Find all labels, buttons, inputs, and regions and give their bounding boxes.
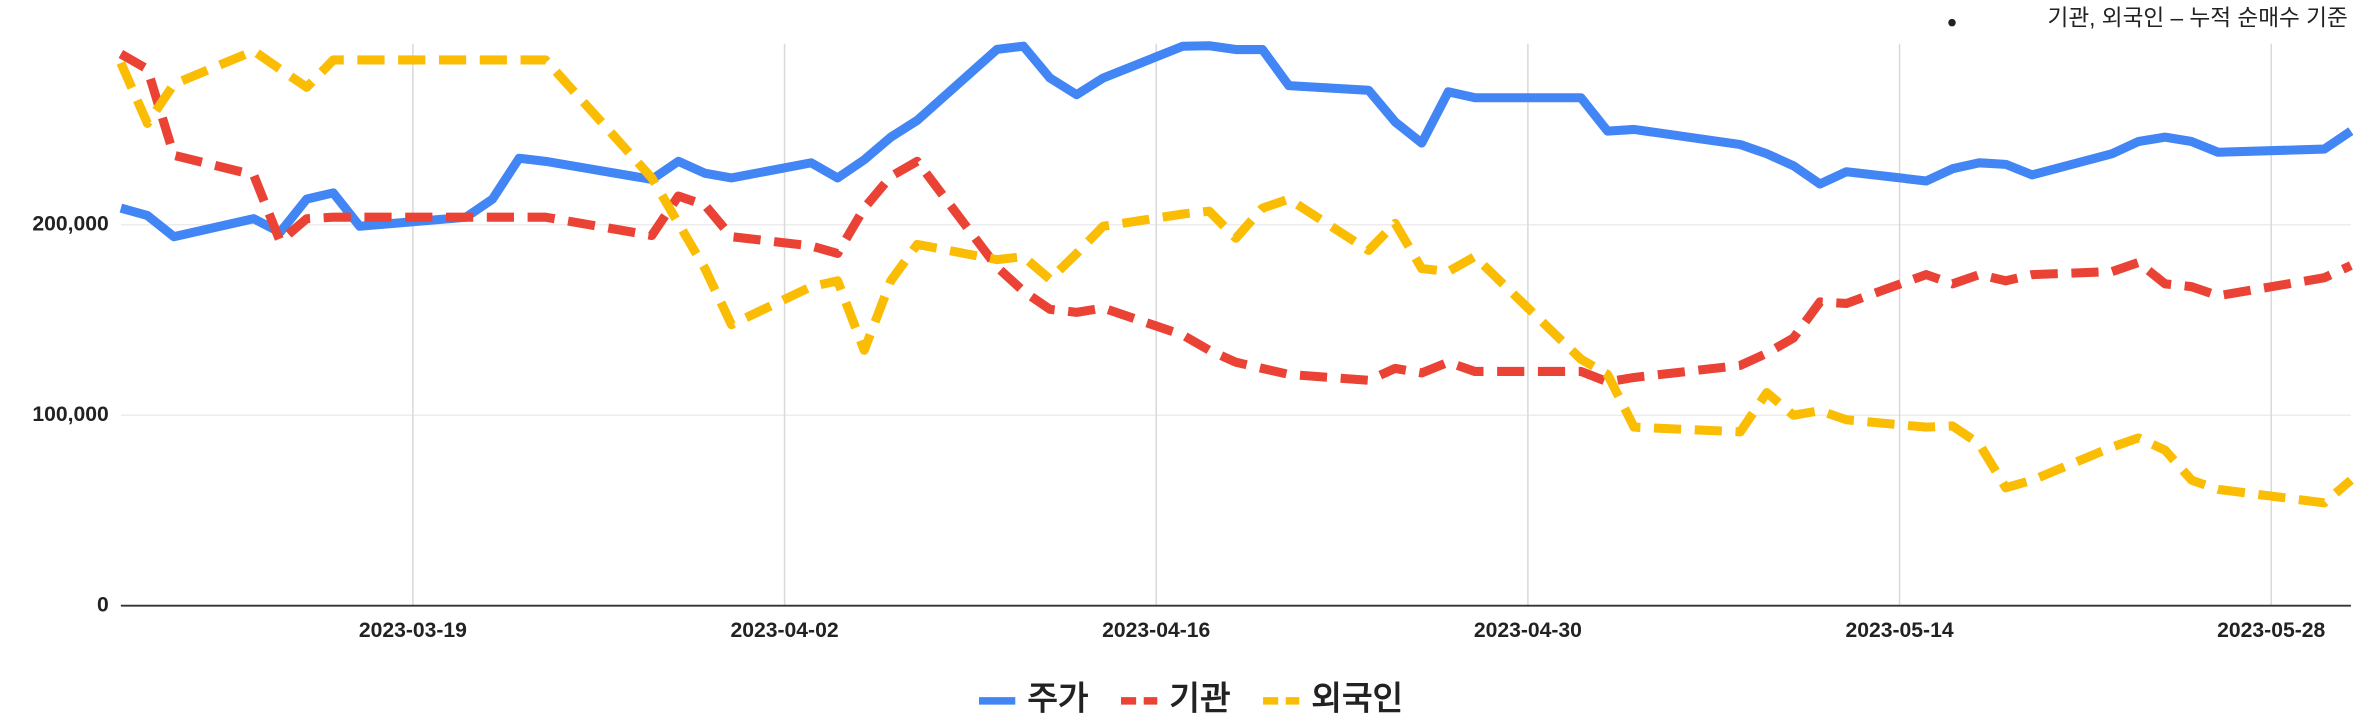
legend-label: 주가 — [1027, 681, 1089, 718]
x-tick-label: 2023-05-28 — [2217, 619, 2325, 642]
legend-label: 기관 — [1169, 681, 1230, 718]
x-tick-label: 2023-05-14 — [1846, 619, 1954, 642]
x-tick-label: 2023-04-16 — [1102, 619, 1210, 642]
series-line — [119, 41, 2354, 242]
series-line — [118, 49, 2353, 387]
x-tick-label: 2023-04-02 — [731, 619, 839, 642]
series-line — [116, 46, 2354, 508]
legend-label: 외국인 — [1311, 681, 1403, 718]
y-tick-label: 200,000 — [32, 212, 108, 235]
y-tick-label: 0 — [97, 593, 109, 616]
x-tick-label: 2023-04-30 — [1474, 619, 1582, 642]
x-tick-label: 2023-03-19 — [359, 619, 467, 642]
y-tick-label: 100,000 — [32, 403, 108, 426]
annotation-bullet — [1948, 18, 1956, 27]
annotation: 기관, 외국인 – 누적 순매수 기준 — [2048, 5, 2348, 31]
